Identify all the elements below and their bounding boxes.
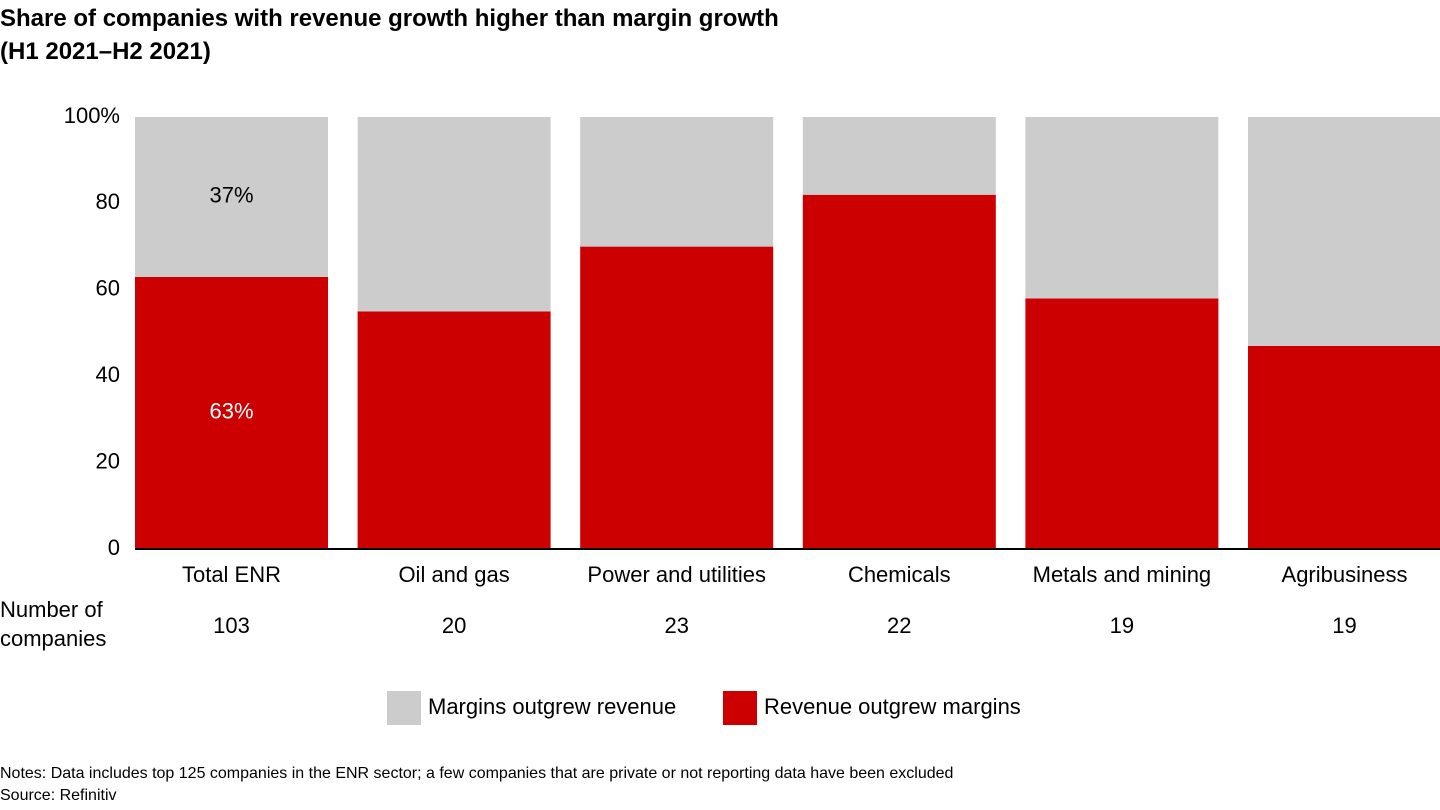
stacked-bar-chart: 63% 37% Total ENR 103 Oil and gas 20 Power and… xyxy=(0,103,1440,725)
bar-revenue-outgrew-margins-2 xyxy=(357,311,551,549)
company-count: 20 xyxy=(442,613,466,638)
chart-source: Source: Refinitiv xyxy=(0,787,117,804)
bar-revenue-outgrew-margins-1 xyxy=(135,276,328,549)
chart-title: Share of companies with revenue growth h… xyxy=(0,2,1200,68)
legend-label: Margins outgrew revenue xyxy=(428,694,676,719)
chart-title-line-2: (H1 2021–H2 2021) xyxy=(0,38,211,65)
count-row-label: Number of xyxy=(0,597,104,622)
data-label: 63% xyxy=(209,399,253,424)
x-tick-label: Power and utilities xyxy=(587,562,766,587)
y-tick-label: 100% xyxy=(64,103,120,128)
company-count: 103 xyxy=(213,613,250,638)
y-tick-label: 20 xyxy=(96,448,120,473)
y-tick-label: 80 xyxy=(96,189,120,214)
x-tick-label: Total ENR xyxy=(182,562,281,587)
legend-swatch-margins-outgrew-revenue xyxy=(387,691,421,725)
x-tick-label: Metals and mining xyxy=(1033,562,1212,587)
company-count: 19 xyxy=(1110,613,1134,638)
x-tick-label: Oil and gas xyxy=(398,562,509,587)
company-count: 19 xyxy=(1332,613,1356,638)
bar-margins-outgrew-revenue-4 xyxy=(802,117,996,195)
chart-title-line-1: Share of companies with revenue growth h… xyxy=(0,5,779,32)
y-tick-label: 40 xyxy=(96,362,120,387)
x-tick-label: Agribusiness xyxy=(1282,562,1408,587)
y-tick-label: 60 xyxy=(96,276,120,301)
company-count: 22 xyxy=(887,613,911,638)
data-label: 37% xyxy=(209,183,253,208)
bar-margins-outgrew-revenue-2 xyxy=(357,117,551,312)
bar-revenue-outgrew-margins-5 xyxy=(1025,298,1219,549)
legend-label: Revenue outgrew margins xyxy=(764,694,1021,719)
bar-margins-outgrew-revenue-1 xyxy=(135,117,328,277)
bar-revenue-outgrew-margins-6 xyxy=(1248,345,1440,549)
bar-revenue-outgrew-margins-4 xyxy=(802,194,996,549)
y-tick-label: 0 xyxy=(108,535,120,560)
x-tick-label: Chemicals xyxy=(848,562,951,587)
bar-margins-outgrew-revenue-5 xyxy=(1025,117,1219,299)
count-row-label: companies xyxy=(0,626,106,651)
bar-margins-outgrew-revenue-6 xyxy=(1248,117,1440,346)
bar-margins-outgrew-revenue-3 xyxy=(580,117,774,247)
chart-notes: Notes: Data includes top 125 companies i… xyxy=(0,765,954,782)
legend-swatch-revenue-outgrew-margins xyxy=(723,691,757,725)
company-count: 23 xyxy=(664,613,688,638)
bar-revenue-outgrew-margins-3 xyxy=(580,246,774,549)
